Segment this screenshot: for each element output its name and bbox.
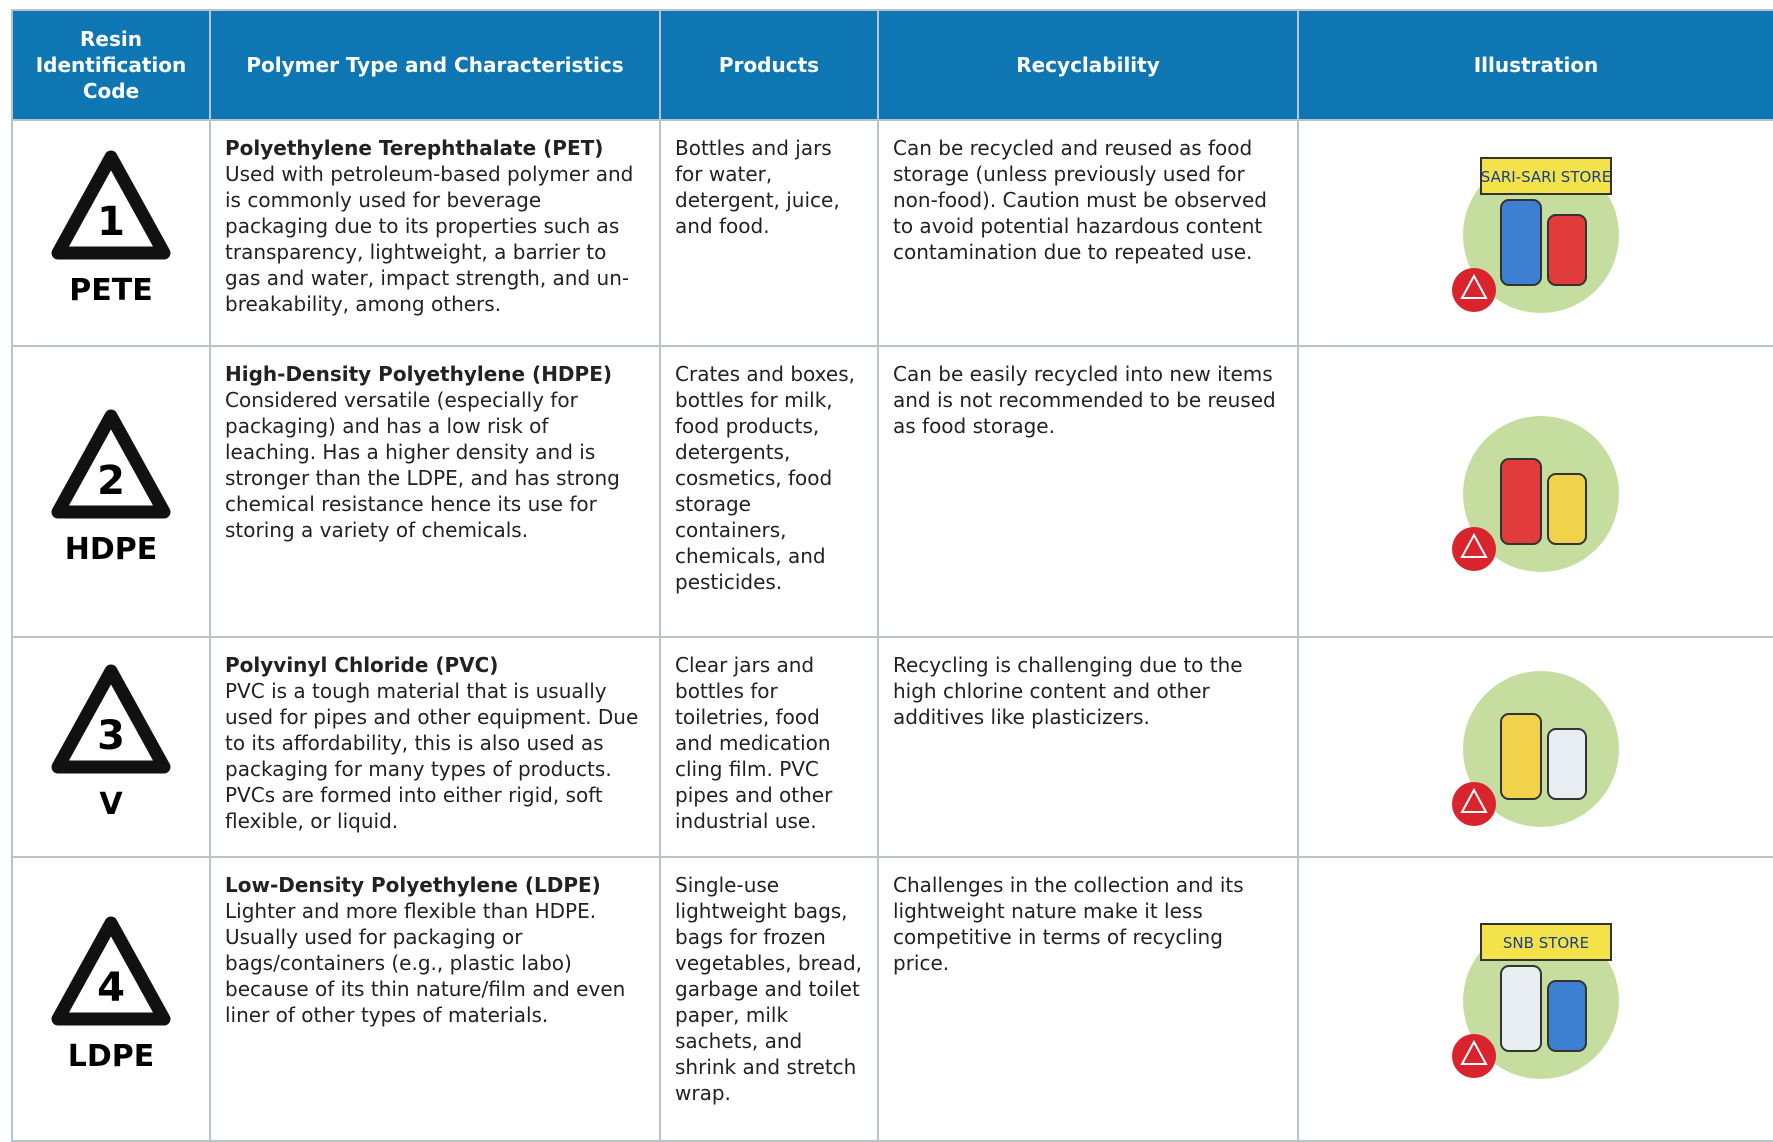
resin-number: 3	[97, 713, 125, 759]
recyclability-cell: Can be easily recycled into new items an…	[877, 345, 1299, 638]
item	[1500, 199, 1542, 286]
triangle	[51, 150, 171, 260]
products-cell: Single-use lightweight bags, bags for fr…	[659, 856, 879, 1142]
polymer-description: Lighter and more flexible than HDPE. Usu…	[225, 899, 626, 1027]
recycle-badge	[1452, 526, 1496, 571]
recyclability-cell: Recycling is challenging due to the high…	[877, 636, 1299, 858]
sign	[1480, 923, 1612, 961]
item	[1500, 457, 1542, 545]
products-cell: Clear jars and bottles for toiletries, f…	[659, 636, 879, 858]
illustration	[1452, 671, 1619, 827]
item	[1547, 980, 1587, 1052]
products-cell: Bottles and jars for water, detergent, j…	[659, 119, 879, 347]
recycle-arrows	[1460, 273, 1488, 299]
item	[1547, 728, 1587, 800]
item	[1547, 472, 1587, 545]
resin-number: 1	[97, 199, 125, 245]
recycle-badge	[1452, 782, 1496, 826]
polymer-description: Used with petroleum-based polymer and is…	[225, 162, 634, 316]
sign-text: SNB STORE	[1503, 934, 1589, 952]
resin-number: 4	[97, 965, 125, 1011]
table-row: 4 LDPE Low-Density Polyethylene (LDPE) Ligh…	[11, 856, 1773, 1142]
recycle-arrows	[1460, 787, 1488, 813]
polymer-description: Considered versatile (especially for pac…	[225, 388, 620, 542]
illustration-cell: SARI-SARI STORE	[1297, 119, 1773, 347]
column-header: Recyclability	[877, 9, 1299, 121]
item	[1500, 965, 1542, 1052]
polymer-description: PVC is a tough material that is usually …	[225, 679, 639, 833]
resin-symbol: 1 PETE	[51, 150, 171, 308]
resin-label: V	[99, 787, 123, 822]
resin-label: PETE	[69, 273, 152, 308]
sign	[1480, 157, 1612, 195]
illustration: SNB STORE	[1452, 923, 1619, 1079]
column-header: Products	[659, 9, 879, 121]
polymer-cell: High-Density Polyethylene (HDPE) Consider…	[209, 345, 661, 638]
illustration-cell: SNB STORE	[1297, 856, 1773, 1142]
polymer-name: Polyethylene Terephthalate (PET)	[225, 136, 604, 160]
column-header: Illustration	[1297, 9, 1773, 121]
illustration-cell	[1297, 636, 1773, 858]
item	[1547, 214, 1587, 286]
triangle	[51, 409, 171, 518]
polymer-cell: Low-Density Polyethylene (LDPE) Lighter a…	[209, 856, 661, 1142]
resin-symbol: 3V	[51, 664, 171, 822]
resin-label: LDPE	[68, 1039, 155, 1074]
resin-code-cell: 2 HDPE	[11, 345, 211, 638]
triangle	[51, 916, 171, 1026]
resin-number: 2	[97, 458, 125, 504]
recycle-badge	[1452, 268, 1496, 312]
resin-symbol: 2 HDPE	[51, 409, 171, 567]
triangle	[51, 664, 171, 774]
resin-code-cell: 4 LDPE	[11, 856, 211, 1142]
polymer-cell: Polyvinyl Chloride (PVC) PVC is a tough m…	[209, 636, 661, 858]
resin-symbol: 4 LDPE	[51, 916, 171, 1074]
illustration-cell	[1297, 345, 1773, 638]
polymer-name: Low-Density Polyethylene (LDPE)	[225, 873, 601, 897]
polymer-name: Polyvinyl Chloride (PVC)	[225, 653, 499, 677]
header-row: Resin Identification Code Polymer Type an…	[11, 9, 1773, 121]
column-header: Resin Identification Code	[11, 9, 211, 121]
recyclability-cell: Challenges in the collection and its lig…	[877, 856, 1299, 1142]
recycle-badge	[1452, 1034, 1496, 1078]
column-header: Polymer Type and Characteristics	[209, 9, 661, 121]
resin-label: HDPE	[65, 532, 158, 567]
table-row: 3 V Polyvinyl Chloride (PVC) PVC is a tough…	[11, 636, 1773, 858]
products-cell: Crates and boxes, bottles for milk, food…	[659, 345, 879, 638]
resin-table: Resin Identification Code Polymer Type an…	[11, 9, 1773, 1142]
recyclability-cell: Can be recycled and reused as food stora…	[877, 119, 1299, 347]
polymer-name: High-Density Polyethylene (HDPE)	[225, 362, 612, 386]
item	[1500, 713, 1542, 800]
recycle-arrows	[1460, 1039, 1488, 1065]
illustration	[1452, 415, 1619, 572]
illustration: SARI-SARI STORE	[1452, 157, 1619, 313]
resin-code-cell: 1 PETE	[11, 119, 211, 347]
polymer-cell: Polyethylene Terephthalate (PET) Used wit…	[209, 119, 661, 347]
table-row: 2 HDPE High-Density Polyethylene (HDPE) Con…	[11, 345, 1773, 638]
recycle-arrows	[1460, 532, 1488, 558]
table-body: 1 PETE Polyethylene Terephthalate (PET) Use…	[11, 119, 1773, 1142]
table-row: 1 PETE Polyethylene Terephthalate (PET) Use…	[11, 119, 1773, 347]
sign-text: SARI-SARI STORE	[1481, 168, 1611, 186]
